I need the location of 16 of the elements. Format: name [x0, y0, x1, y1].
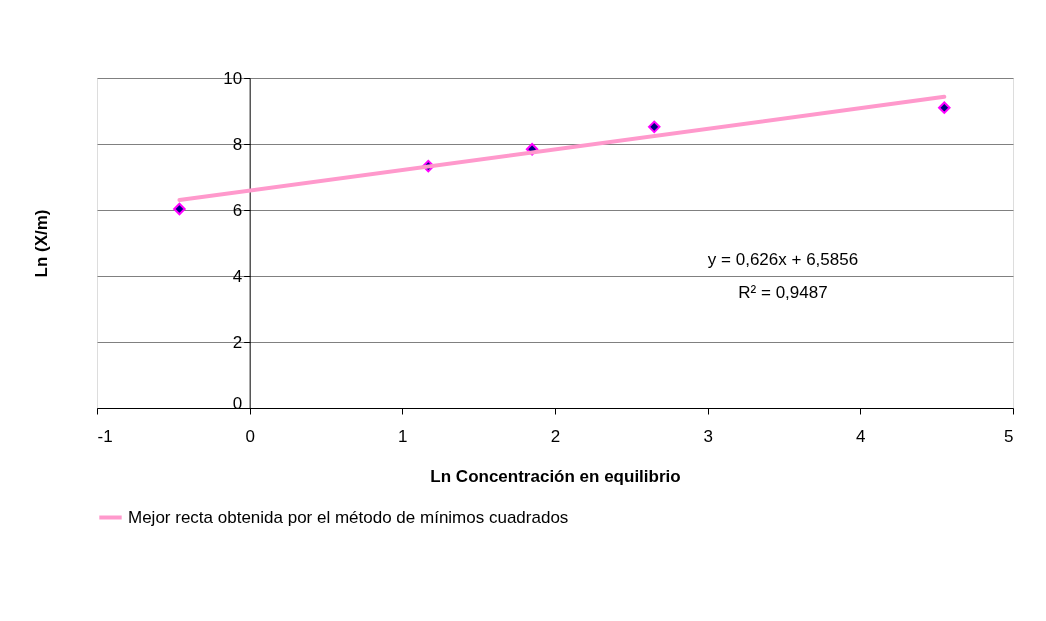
y-tick-label: 6 — [232, 200, 243, 220]
annotation: R² = 0,9487 — [738, 283, 828, 302]
x-tick-label: -1 — [97, 426, 113, 446]
y-axis-title: Ln (X/m) — [31, 209, 51, 278]
x-axis-title: Ln Concentración en equilibrio — [430, 466, 681, 486]
y-tick-label: 2 — [232, 332, 243, 352]
y-tick-label: 4 — [232, 266, 243, 286]
x-tick-label: 4 — [856, 426, 866, 446]
y-tick-label: 8 — [232, 134, 243, 154]
annotation: y = 0,626x + 6,5856 — [707, 250, 859, 269]
x-tick-label: 2 — [550, 426, 561, 446]
x-tick-label: 1 — [398, 426, 408, 446]
x-tick-label: 5 — [1004, 426, 1014, 446]
y-tick-label: 10 — [223, 68, 243, 88]
x-tick-label: 3 — [703, 426, 713, 446]
legend-label: Mejor recta obtenida por el método de mínimos cuadrados — [128, 507, 569, 527]
